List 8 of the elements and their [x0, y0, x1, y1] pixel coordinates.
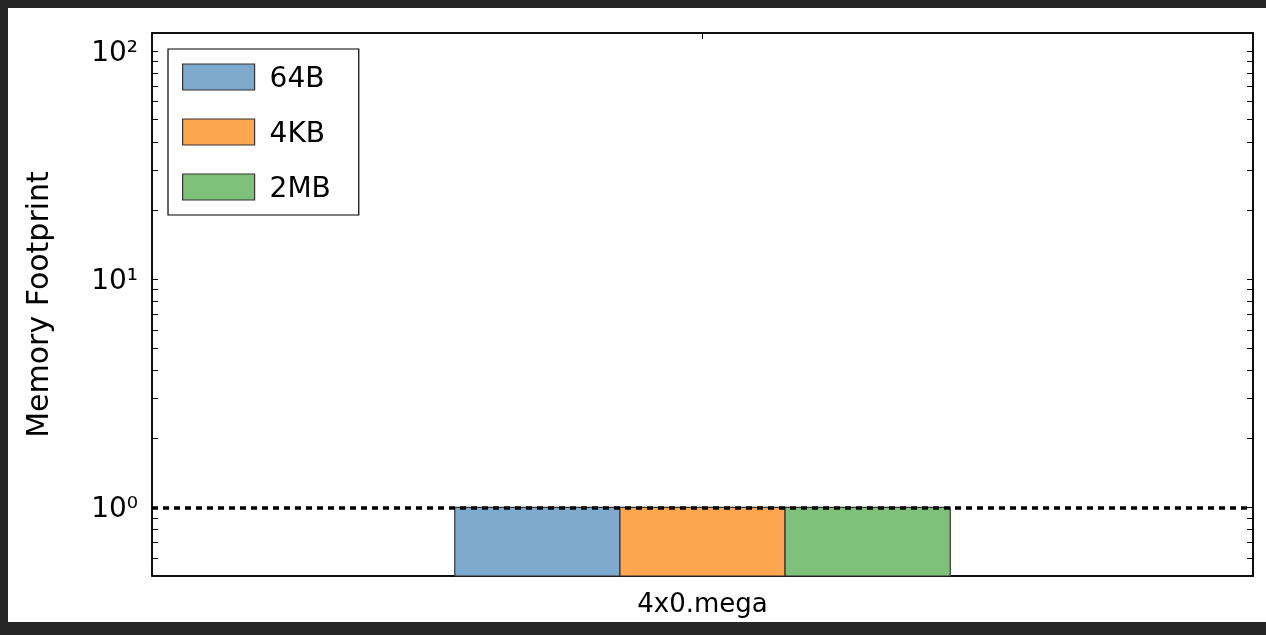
y-tick-label: 10¹: [91, 262, 138, 296]
y-axis-title: Memory Footprint: [19, 170, 55, 438]
y-tick-label: 10⁰: [91, 490, 138, 524]
legend-label: 2MB: [269, 170, 331, 204]
legend-label: 4KB: [269, 115, 325, 149]
y-tick-label: 10²: [91, 34, 138, 68]
x-tick-label: 4x0.mega: [637, 588, 768, 618]
legend-label: 64B: [269, 60, 325, 94]
